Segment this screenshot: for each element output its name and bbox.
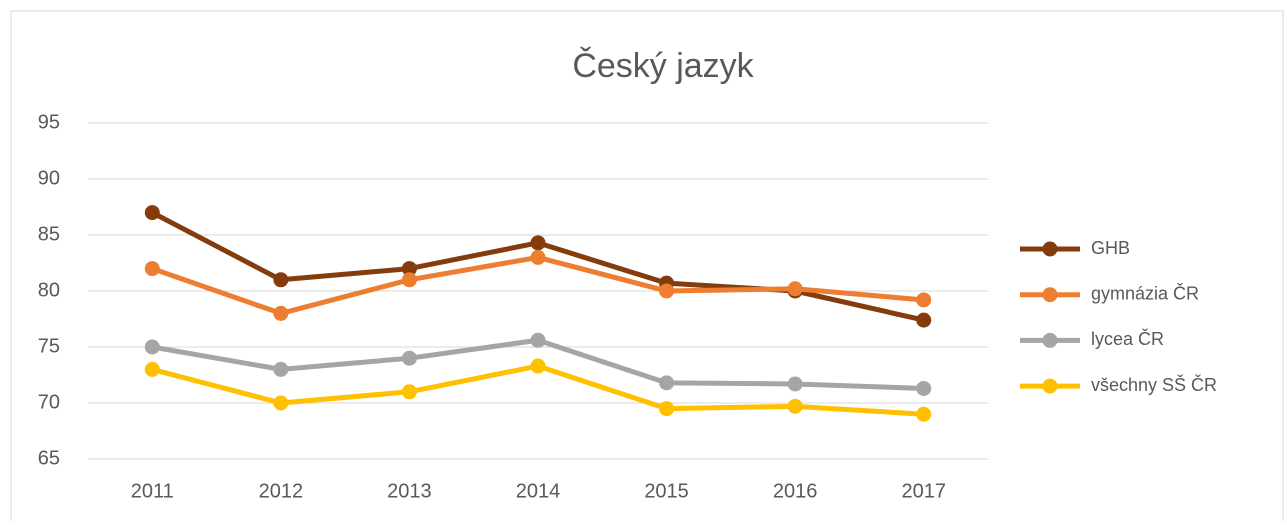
data-point (144, 339, 160, 355)
y-tick-label: 80 (38, 279, 60, 301)
legend-label: lycea ČR (1091, 328, 1164, 349)
y-tick-label: 75 (38, 335, 60, 357)
data-point (144, 205, 160, 221)
data-point (530, 249, 546, 265)
legend-marker (1042, 287, 1058, 303)
x-tick-label: 2015 (644, 480, 689, 502)
x-tick-label: 2012 (259, 480, 304, 502)
data-point (144, 361, 160, 377)
data-point (916, 380, 932, 396)
x-tick-label: 2016 (773, 480, 818, 502)
data-point (273, 272, 289, 288)
legend-label: GHB (1091, 238, 1130, 258)
data-point (530, 358, 546, 374)
data-point (401, 261, 417, 277)
y-tick-label: 95 (38, 111, 60, 133)
data-point (787, 398, 803, 414)
data-point (401, 272, 417, 288)
data-point (916, 292, 932, 308)
data-point (273, 305, 289, 321)
y-tick-label: 65 (38, 447, 60, 469)
legend-marker (1042, 332, 1058, 348)
legend-label: všechny SŠ ČR (1091, 374, 1217, 395)
data-point (916, 406, 932, 422)
data-point (401, 384, 417, 400)
data-point (787, 281, 803, 297)
data-point (273, 361, 289, 377)
chart-title: Český jazyk (572, 47, 754, 85)
legend-marker (1042, 378, 1058, 394)
x-tick-label: 2011 (131, 480, 174, 502)
y-tick-label: 90 (38, 167, 60, 189)
data-point (530, 332, 546, 348)
legend-label: gymnázia ČR (1091, 282, 1199, 303)
x-tick-label: 2017 (901, 480, 946, 502)
data-point (659, 283, 675, 299)
data-point (401, 350, 417, 366)
data-point (659, 375, 675, 391)
y-tick-label: 85 (38, 223, 60, 245)
x-tick-label: 2013 (387, 480, 432, 502)
data-point (659, 401, 675, 417)
y-tick-label: 70 (38, 391, 60, 413)
chart-border (10, 10, 1284, 526)
data-point (916, 312, 932, 328)
data-point (144, 261, 160, 277)
legend-marker (1042, 241, 1058, 257)
x-tick-label: 2014 (516, 480, 561, 502)
data-point (787, 376, 803, 392)
data-point (530, 235, 546, 251)
data-point (273, 395, 289, 411)
